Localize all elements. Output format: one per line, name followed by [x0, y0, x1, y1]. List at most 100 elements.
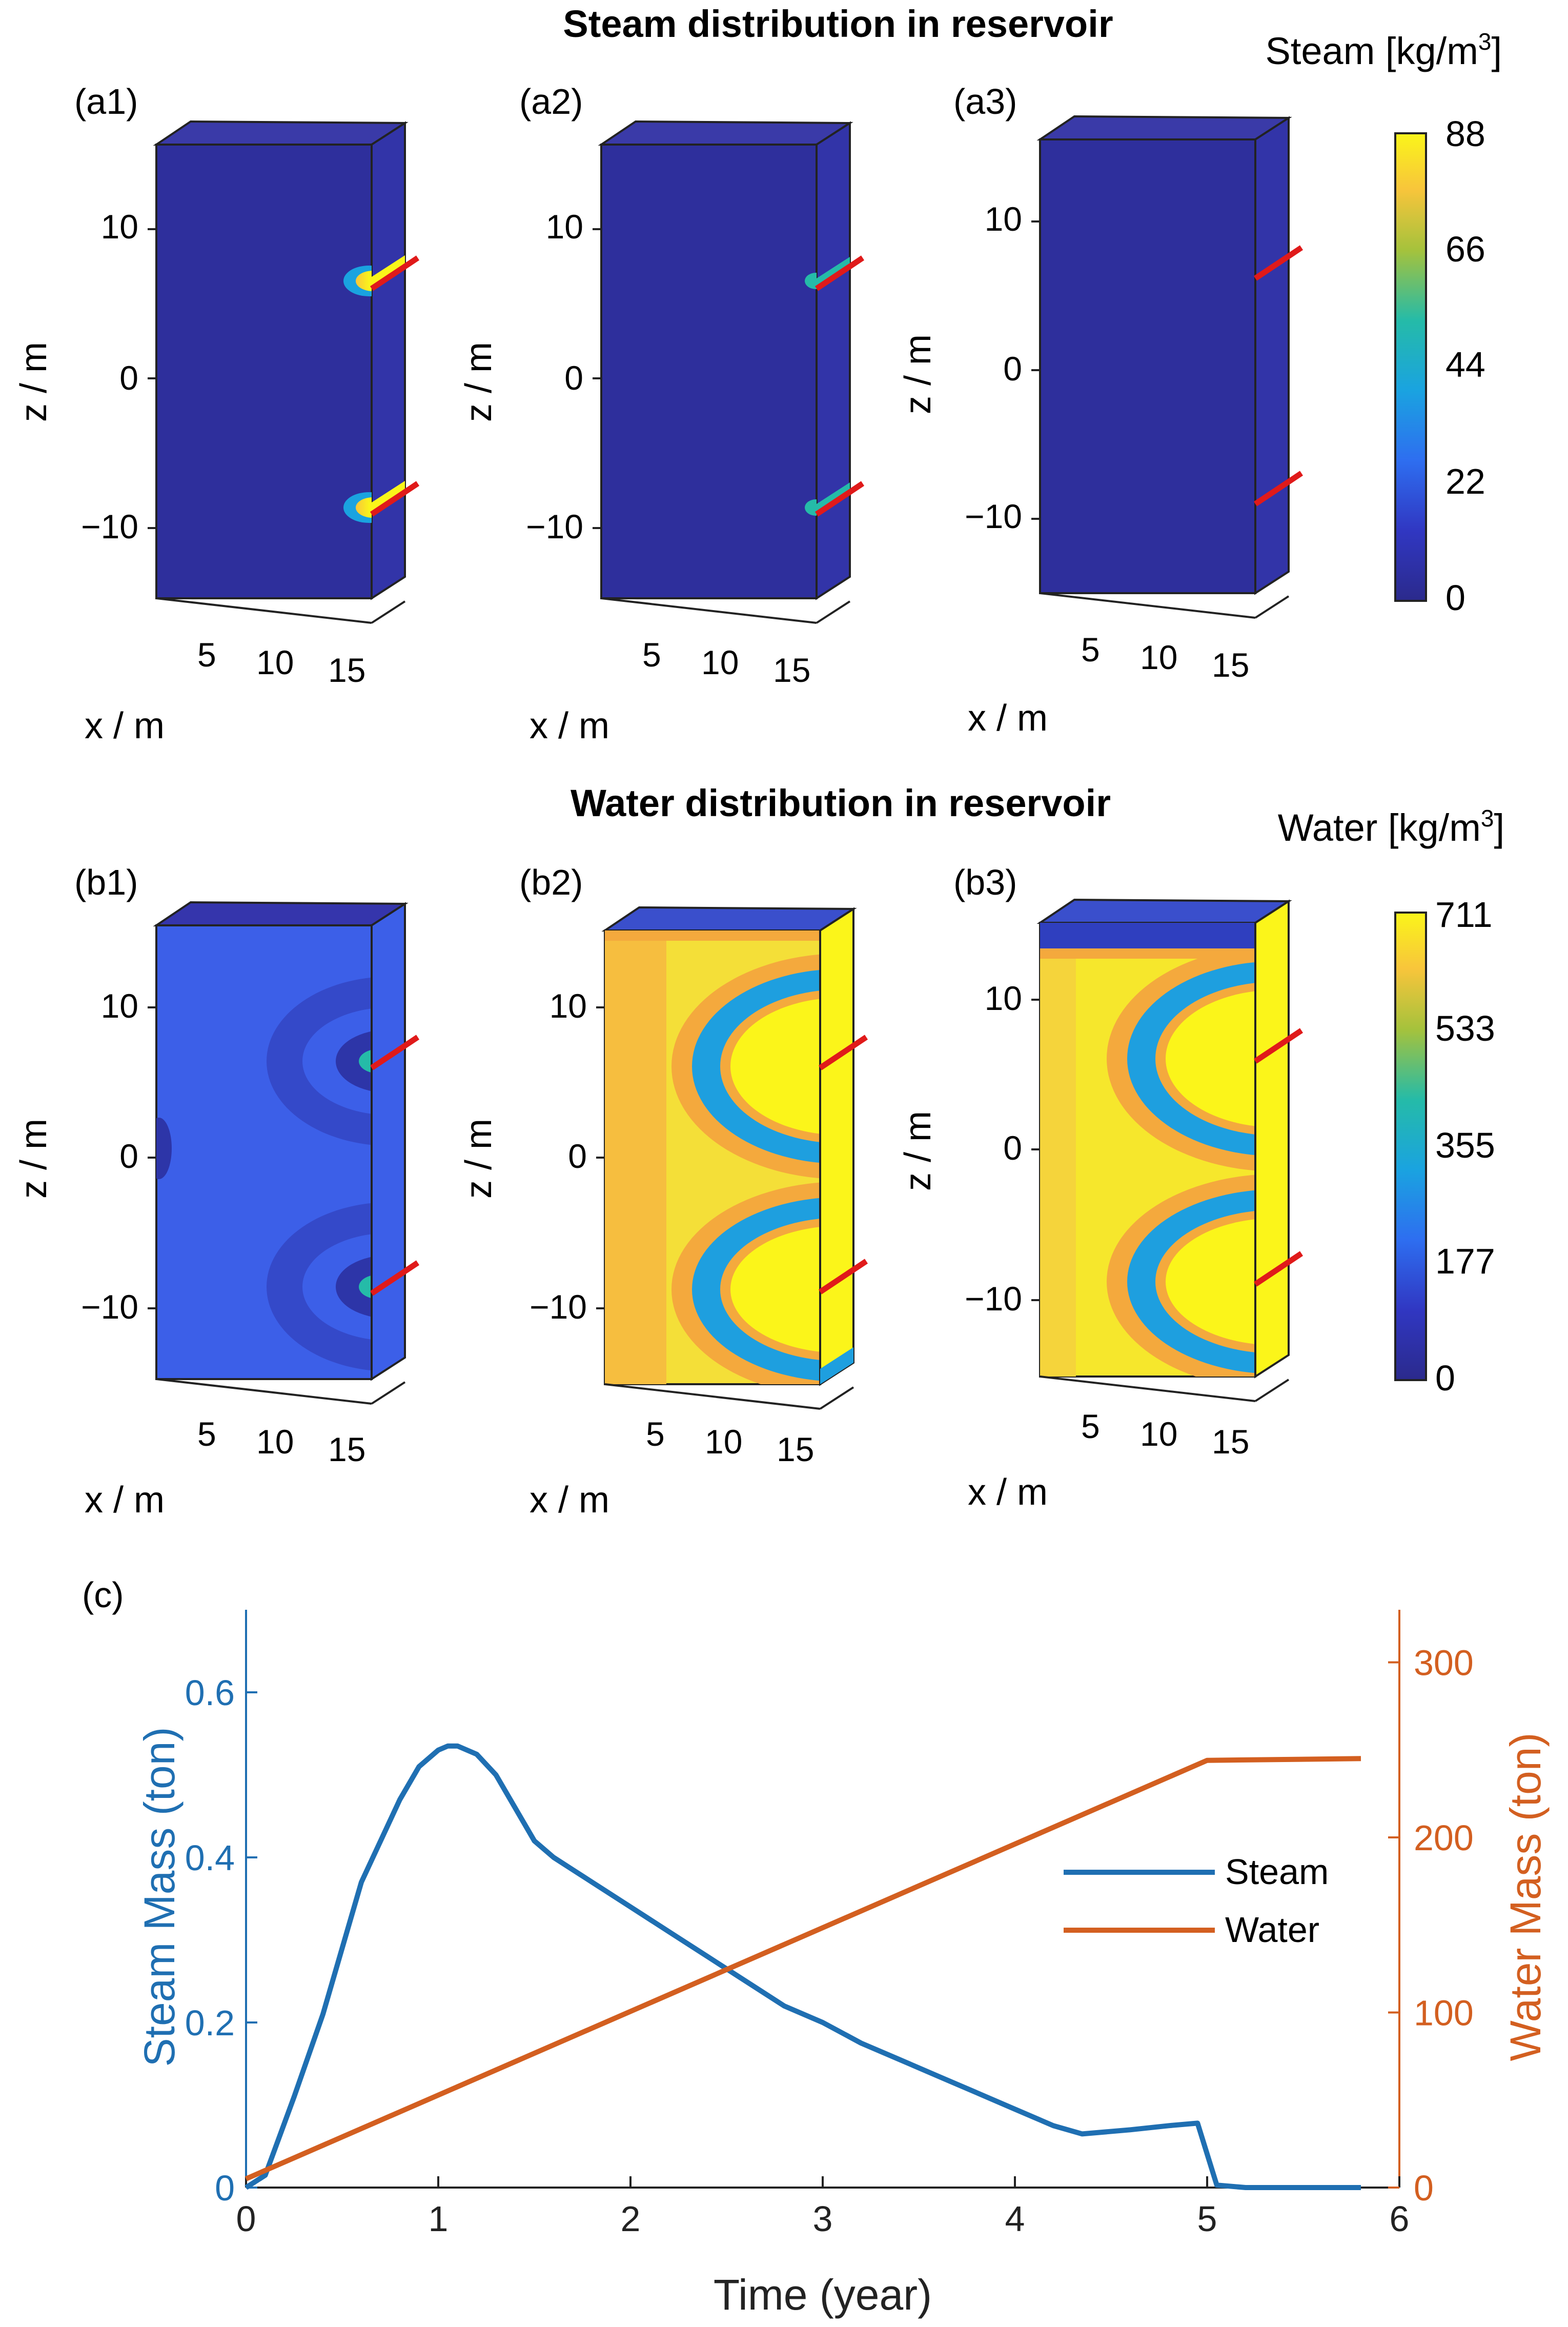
x-label-b3: x / m: [968, 1472, 1048, 1513]
z-tick-a3-m10: −10: [965, 497, 1022, 535]
x-axis-a3: 5 10 15: [1040, 592, 1290, 684]
box-top-b3: [1036, 898, 1292, 924]
right-ticks-c: 0 100 200 300: [1388, 1643, 1474, 2208]
x-tick-a1-5: 5: [197, 636, 216, 674]
water-ring-lower-core-b1: [359, 1275, 372, 1299]
x-axis-b3: 5 10 15: [1040, 1375, 1290, 1461]
z-tick-b1-0: 0: [119, 1137, 138, 1175]
x-tick-a3-15: 15: [1212, 646, 1249, 684]
panel-label-b1: (b1): [74, 862, 138, 902]
x-tick-b3-15: 15: [1212, 1423, 1249, 1461]
x-tick-a1-15: 15: [328, 651, 365, 689]
box-top-b2: [601, 906, 857, 932]
x-tick-a2-5: 5: [642, 636, 661, 674]
x-label-a1: x / m: [85, 705, 165, 746]
x-tick-a2-10: 10: [701, 643, 739, 681]
steam-glow-upper-a2: [805, 273, 817, 289]
steam-cbar-tick-66: 66: [1445, 229, 1485, 269]
well-glow-side-upper-a2: [817, 257, 850, 286]
z-label-b2: z / m: [458, 1119, 499, 1199]
z-label-a1: z / m: [13, 342, 54, 422]
panel-b3: (b3) 10 0 −10 z / m 5: [898, 862, 1304, 1513]
water-cbar-tick-0: 0: [1435, 1358, 1455, 1398]
x-tick-b3-5: 5: [1081, 1407, 1100, 1445]
x-tick-b1-5: 5: [197, 1415, 216, 1453]
panel-a2: (a2) 10 0 −10 z / m 5 10 15 x / m: [458, 82, 865, 746]
box-front-a3: [1039, 138, 1256, 594]
x-axis-a2: 5 10 15: [601, 597, 851, 689]
x-axis-b2: 5 10 15: [604, 1383, 854, 1468]
x-tick-b1-15: 15: [328, 1430, 365, 1468]
z-label-a3: z / m: [898, 334, 939, 414]
well-glow-side-lower-a2: [817, 482, 850, 511]
x-tick-label-c-6: 6: [1390, 2199, 1410, 2239]
panel-a1: (a1) 10 0 −10 z / m 5 10 15: [13, 82, 420, 746]
z-axis-a1: 10 0 −10: [81, 208, 156, 545]
legend-label-water: Water: [1225, 1910, 1319, 1950]
well-upper-a1: [370, 255, 420, 291]
x-tick-label-c-1: 1: [429, 2199, 449, 2239]
water-cbar-tick-355: 355: [1435, 1125, 1495, 1165]
z-tick-b1-10: 10: [101, 987, 138, 1025]
x-tick-b1-10: 10: [256, 1423, 294, 1461]
legend-c: Steam Water: [1064, 1852, 1329, 1950]
z-tick-b2-10: 10: [549, 987, 587, 1025]
well-upper-b1: [370, 1035, 420, 1070]
steam-cbar-tick-44: 44: [1445, 345, 1485, 385]
x-label-c: Time (year): [714, 2271, 932, 2319]
x-label-b1: x / m: [85, 1480, 165, 1521]
z-tick-a2-0: 0: [564, 359, 583, 397]
well-upper-b2: [818, 1035, 868, 1070]
water-title: Water distribution in reservoir: [571, 782, 1111, 824]
y-label-left-c: Steam Mass (ton): [135, 1727, 184, 2067]
left-tick-label-c-2: 0.4: [185, 1838, 235, 1878]
water-ring-lower-core-b3: [1166, 1219, 1255, 1344]
panel-a3: (a3) 10 0 −10 z / m 5 10 15 x / m: [898, 82, 1304, 739]
water-colorbar-bar: [1394, 912, 1427, 1381]
series-line-steam: [245, 1743, 1361, 2190]
z-tick-b2-0: 0: [568, 1137, 587, 1175]
z-tick-a3-10: 10: [985, 200, 1022, 238]
x-tick-b2-10: 10: [705, 1423, 742, 1461]
x-tick-label-c-3: 3: [813, 2199, 833, 2239]
box-top-a3: [1036, 115, 1292, 140]
legend-label-steam: Steam: [1225, 1852, 1329, 1892]
z-tick-a3-0: 0: [1003, 350, 1022, 388]
steam-colorbar-label: Steam [kg/m3]: [1265, 28, 1502, 72]
x-tick-label-c-4: 4: [1005, 2199, 1025, 2239]
water-colorbar-label: Water [kg/m3]: [1278, 805, 1504, 849]
x-tick-label-c-0: 0: [236, 2199, 256, 2239]
water-edge-spot-b1: [156, 1118, 172, 1179]
well-lower-b2: [818, 1259, 868, 1294]
x-tick-label-c-2: 2: [621, 2199, 641, 2239]
well-lower-b3: [1253, 1251, 1304, 1287]
x-tick-label-c-5: 5: [1197, 2199, 1217, 2239]
line-chart-c: (c) 0 1 2 3 4 5 6 0 0.2 0.4 0.6 0 100 200 300 Time (…: [82, 1575, 1550, 2319]
well-lower-a1: [370, 481, 420, 517]
x-tick-a1-10: 10: [256, 643, 294, 681]
x-tick-b2-5: 5: [646, 1415, 665, 1453]
water-cbar-tick-177: 177: [1435, 1241, 1495, 1281]
steam-cbar-tick-0: 0: [1445, 578, 1465, 618]
z-axis-a2: 10 0 −10: [526, 208, 601, 545]
steam-glow-upper-core-a1: [356, 271, 372, 291]
right-tick-label-c-2: 200: [1414, 1818, 1474, 1858]
water-orange-band-b2: [605, 930, 666, 1384]
box-top-a1: [153, 120, 409, 146]
water-cbar-tick-711: 711: [1435, 895, 1493, 935]
x-label-b2: x / m: [530, 1480, 609, 1521]
x-ticks-c: 0 1 2 3 4 5 6: [236, 2176, 1410, 2239]
panel-b1: (b1) 10 0 −10 z / m 5 10 1: [13, 862, 420, 1521]
steam-colorbar-bar: [1394, 132, 1427, 602]
z-axis-b3: 10 0 −10: [965, 979, 1040, 1318]
z-tick-a1-0: 0: [119, 359, 138, 397]
x-label-a3: x / m: [968, 698, 1048, 739]
box-top-a2: [598, 120, 853, 146]
z-axis-a3: 10 0 −10: [965, 200, 1040, 535]
left-tick-label-c-3: 0.6: [185, 1673, 235, 1713]
z-tick-a2-m10: −10: [526, 508, 583, 545]
left-tick-label-c-1: 0.2: [185, 2003, 235, 2043]
z-tick-b2-m10: −10: [530, 1288, 587, 1326]
x-axis-b1: 5 10 15: [156, 1378, 406, 1468]
box-side-b2: [819, 907, 854, 1386]
